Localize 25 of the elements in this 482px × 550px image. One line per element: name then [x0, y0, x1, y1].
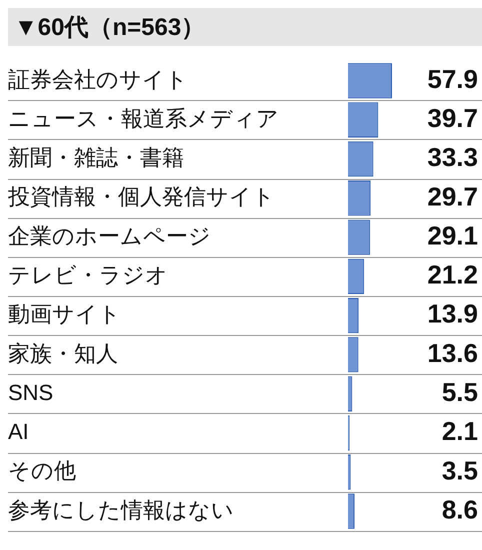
y-tick-label: 家族・知人 [8, 340, 118, 366]
data-label: 2.1 [442, 416, 478, 446]
y-tick-label: 企業のホームページ [8, 223, 211, 248]
y-tick-label: AI [8, 419, 29, 444]
data-label: 13.9 [427, 298, 478, 329]
y-tick-label: その他 [8, 458, 76, 484]
data-label: 3.5 [442, 455, 478, 486]
data-label: 8.6 [442, 494, 478, 524]
data-label: 57.9 [427, 64, 478, 94]
data-label: 29.7 [427, 181, 478, 212]
y-tick-label: 動画サイト [8, 302, 121, 327]
y-tick-label: テレビ・ラジオ [8, 262, 168, 288]
y-tick-label: 参考にした情報はない [8, 497, 234, 522]
y-tick-label: SNS [8, 380, 54, 405]
y-tick-label: 投資情報・個人発信サイト [7, 184, 275, 210]
text: ▼60代（n=563） [8, 8, 482, 46]
data-label: 39.7 [427, 103, 478, 134]
y-tick-label: 新聞・雑誌・書籍 [8, 145, 184, 170]
data-label: 13.6 [427, 338, 478, 368]
y-tick-label: 証券会社のサイト [8, 66, 188, 92]
data-label: 29.1 [427, 220, 478, 250]
y-tick-label: ニュース・報道系メディア [8, 106, 279, 131]
data-label: 21.2 [427, 260, 478, 290]
data-label: 5.5 [442, 377, 478, 408]
data-label: 33.3 [427, 142, 478, 172]
